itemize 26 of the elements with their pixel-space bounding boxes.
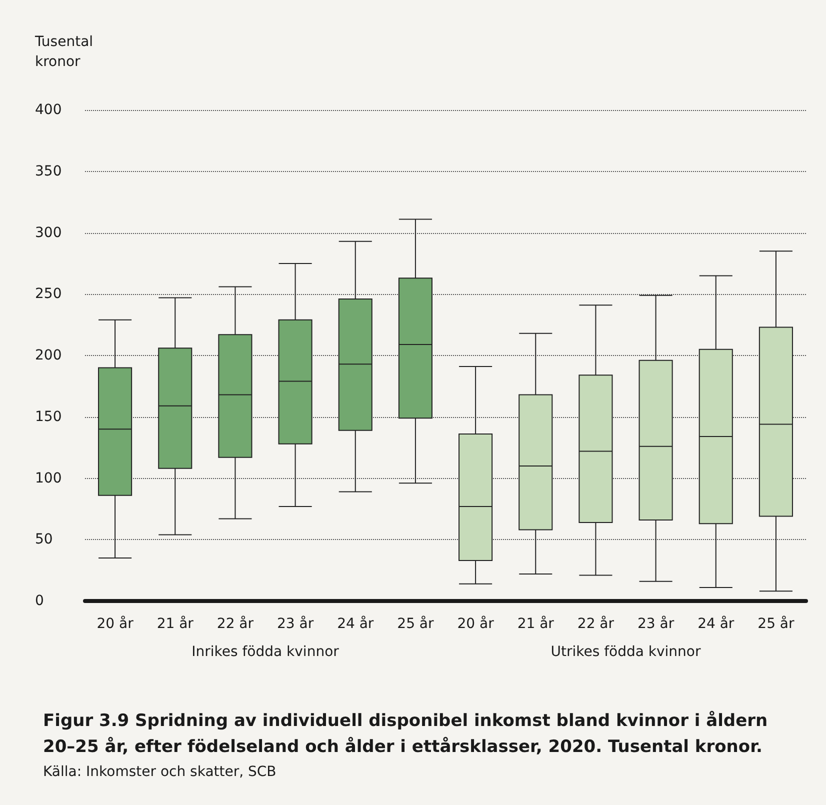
text: Utrikes födda kvinnor — [550, 644, 701, 660]
x-tick-label: 25 år — [397, 615, 434, 632]
x-tick-label: 25 år — [758, 615, 794, 632]
y-tick-label: 400 — [35, 102, 62, 118]
x-tick-label: 23 år — [276, 615, 314, 632]
x-tick-label: 23 år — [637, 615, 674, 632]
y-tick-label: 250 — [35, 286, 62, 302]
text: Källa: Inkomster och skatter, SCB — [43, 764, 276, 780]
y-tick-label: 150 — [35, 408, 62, 425]
y-tick-label: 100 — [35, 470, 62, 486]
text: Figur 3.9 Spridning av individuell disponibel inkomst bland kvinnor i åldern 20–25 år, efter födelseland och ålder i ettårsklasser, 2020. Tusental kronor. — [43, 710, 774, 757]
x-tick-label: 21 år — [156, 615, 194, 632]
x-tick-label: 24 år — [337, 615, 374, 632]
x-tick-label: 21 år — [517, 615, 554, 632]
x-tick-label: 20 år — [457, 615, 494, 632]
x-tick-label: 22 år — [577, 615, 614, 632]
y-tick-label: 50 — [35, 532, 53, 548]
y-axis-title: Tusental kronor — [34, 34, 94, 70]
x-tick-label: 24 år — [698, 615, 734, 632]
x-tick-label: 22 år — [216, 615, 254, 632]
text: Inrikes födda kvinnor — [192, 644, 340, 660]
y-tick-label: 350 — [35, 163, 62, 180]
y-tick-label: 300 — [35, 224, 62, 241]
x-tick-label: 20 år — [96, 615, 134, 632]
y-tick-label: 0 — [35, 593, 44, 609]
y-tick-label: 200 — [35, 348, 62, 364]
